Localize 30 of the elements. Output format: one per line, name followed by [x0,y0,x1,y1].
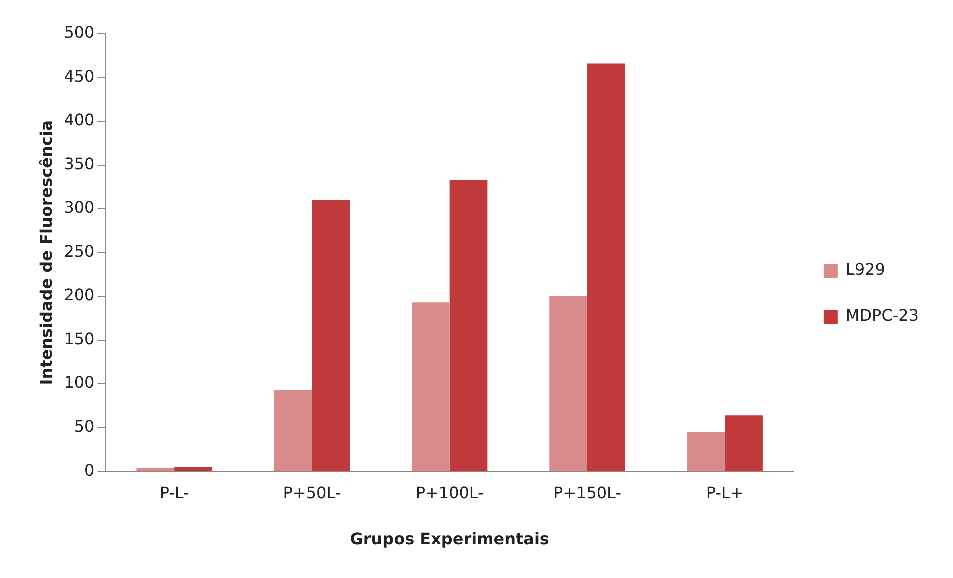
y-tick-label: 350 [64,154,95,174]
bar [274,390,312,472]
y-tick-label: 400 [64,110,95,130]
y-tick-label: 0 [84,460,95,480]
y-tick-label: 450 [64,66,95,86]
x-tick-label: P+100L- [416,483,484,502]
y-tick-label: 250 [64,242,95,261]
x-tick-label: P+150L- [553,483,622,502]
x-axis-title: Grupos Experimentais [350,530,550,549]
bar [450,180,488,472]
bar [312,200,350,472]
x-tick-label: P-L+ [706,483,744,502]
bar [174,467,212,472]
bar [587,64,626,472]
x-tick-label: P+50L- [283,483,342,502]
bar [412,302,450,472]
y-tick-label: 50 [74,416,95,436]
y-tick-label: 100 [64,373,95,392]
bar [550,296,588,472]
y-tick-label: 150 [64,329,95,348]
x-tick-label: P-L- [160,483,190,502]
bar [725,416,763,472]
y-tick-label: 200 [64,286,95,305]
y-tick-label: 300 [64,198,95,218]
bar [687,432,726,472]
y-axis-title: Intensidade de Fluorescência [36,120,56,386]
legend-label: L929 [846,260,886,280]
bar [136,468,175,472]
legend-label: MDPC-23 [846,306,919,326]
y-tick-label: 500 [64,23,95,42]
